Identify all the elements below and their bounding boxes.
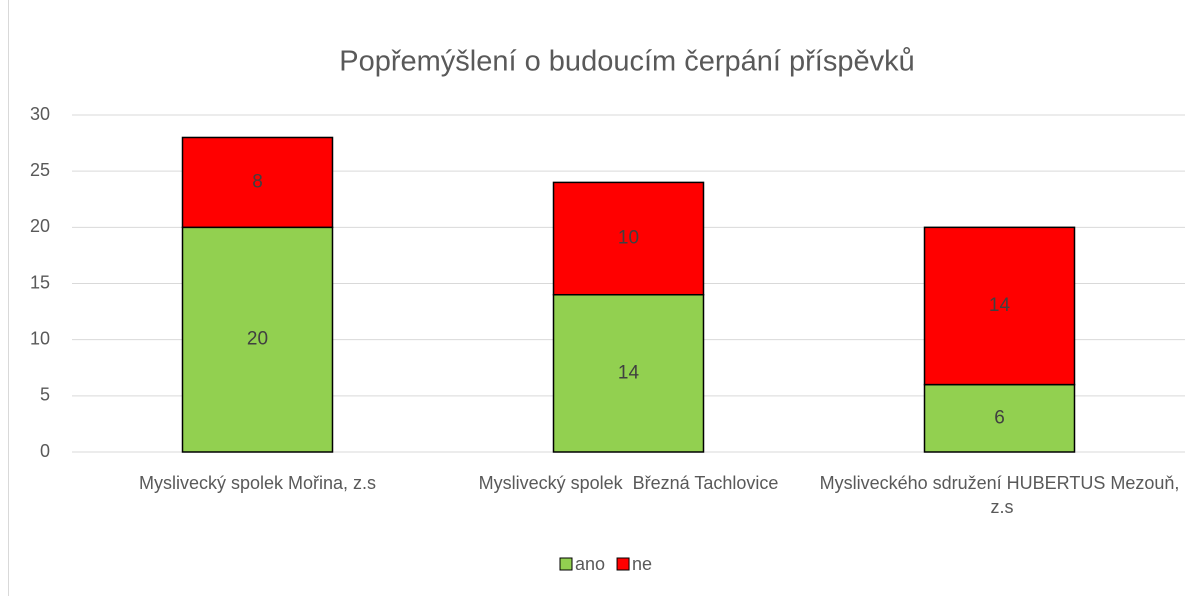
data-label: 8 [252,171,263,192]
x-tick-label: Myslivecký spolek Mořina, z.s [139,473,376,493]
data-label: 20 [247,329,268,350]
data-label: 14 [618,362,640,383]
legend-swatch [559,557,573,571]
x-tick-label: Mysliveckého sdružení HUBERTUS Mezouň, z… [820,473,1180,517]
y-tick-label: 10 [30,328,50,348]
y-tick-label: 0 [40,441,50,461]
y-tick-label: 5 [40,385,50,405]
bar-segment [923,383,1076,453]
data-label: 6 [994,407,1005,428]
bar-segment [181,226,334,453]
bar-segment [181,136,334,229]
chart-title: Popřemýšlení o budoucím čerpání příspěvk… [339,46,914,78]
data-label: 14 [989,295,1011,316]
legend-label: ano [575,554,605,574]
bar-segment [552,293,705,453]
y-tick-label: 25 [30,160,50,180]
x-tick-label: Myslivecký spolek Březná Tachlovice [479,473,779,493]
bar-segment [552,181,705,296]
y-tick-label: 30 [30,104,50,124]
y-tick-label: 15 [30,272,50,292]
bar-segment [923,226,1076,386]
data-label: 10 [618,228,639,249]
y-tick-label: 20 [30,216,50,236]
legend-swatch [616,557,630,571]
legend-label: ne [632,554,652,574]
